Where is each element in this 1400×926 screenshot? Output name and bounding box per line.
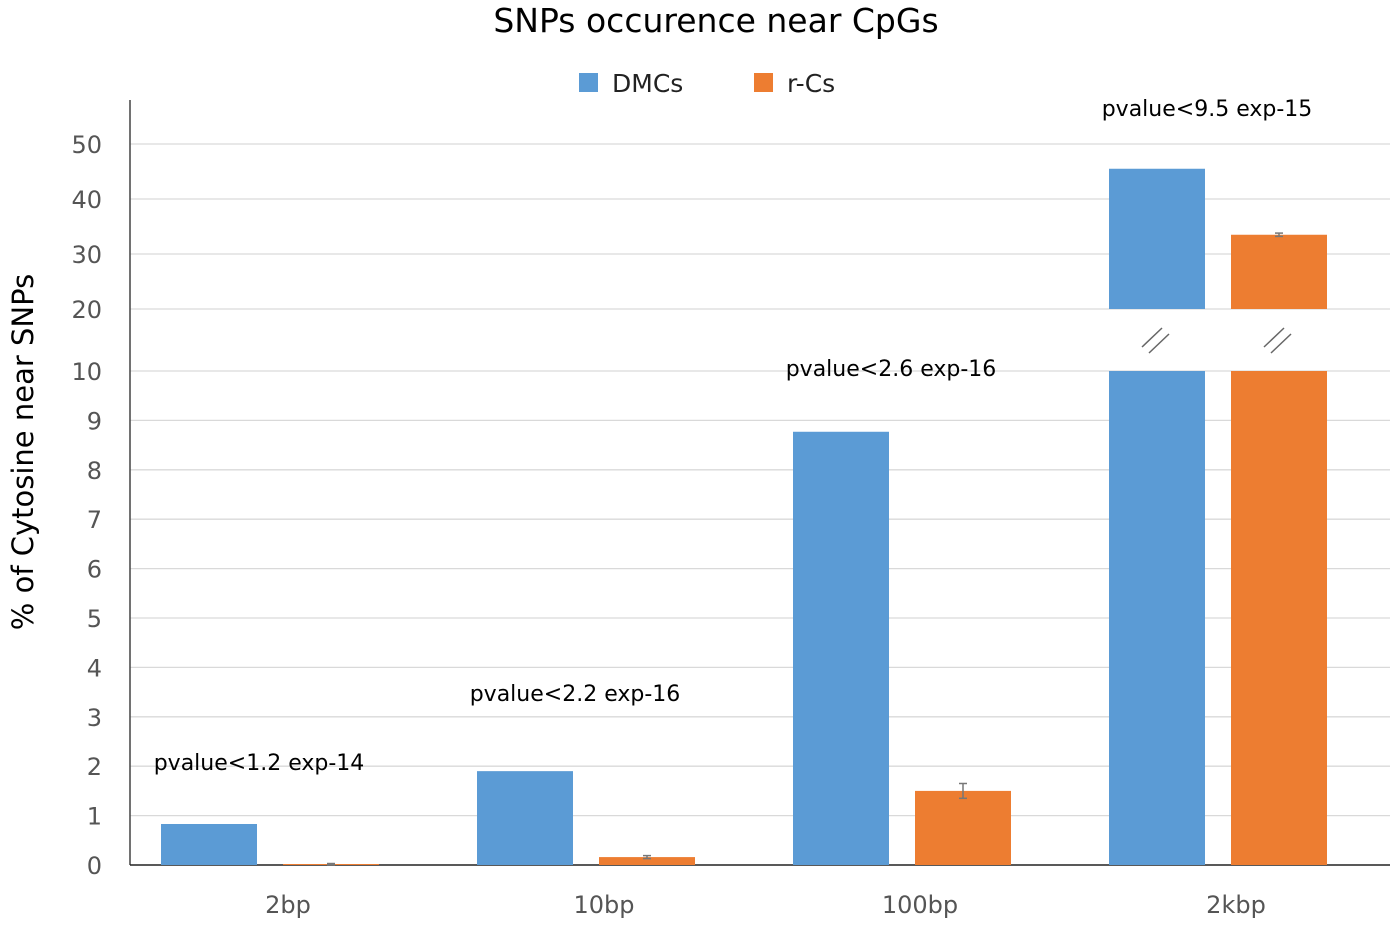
bar-dmcs-lower — [1109, 371, 1205, 865]
bar-dmcs — [161, 823, 257, 865]
bar-r-cs — [915, 790, 1011, 865]
y-tick-label: 0 — [87, 852, 102, 880]
y-tick-label: 1 — [87, 803, 102, 831]
y-tick-label: 5 — [87, 605, 102, 633]
y-tick-label: 7 — [87, 506, 102, 534]
bar-dmcs — [793, 431, 889, 865]
bar-dmcs — [477, 771, 573, 865]
x-tick-label: 2kbp — [1206, 891, 1266, 919]
y-tick-label: 30 — [71, 241, 102, 269]
y-tick-label: 10 — [71, 358, 102, 386]
x-tick-label: 10bp — [573, 891, 634, 919]
axis-break-mark — [1270, 333, 1292, 354]
axis-break-mark — [1141, 327, 1163, 348]
y-tick-label: 8 — [87, 457, 102, 485]
y-tick-label: 50 — [71, 131, 102, 159]
y-tick-label: 9 — [87, 407, 102, 435]
axis-break-mark — [1148, 333, 1170, 354]
y-axis-label: % of Cytosine near SNPs — [6, 274, 40, 630]
pvalue-annotation: pvalue<2.6 exp-16 — [786, 357, 997, 382]
legend-swatch-dmcs — [579, 73, 598, 92]
bar-r-cs-upper — [1231, 234, 1327, 309]
pvalue-annotation: pvalue<9.5 exp-15 — [1102, 97, 1313, 122]
y-tick-label: 2 — [87, 753, 102, 781]
x-tick-label: 100bp — [882, 891, 958, 919]
x-tick-label: 2bp — [265, 891, 311, 919]
y-tick-label: 40 — [71, 186, 102, 214]
axis-break-mark — [1263, 327, 1285, 348]
legend-swatch-rcs — [754, 73, 773, 92]
y-tick-label: 6 — [87, 556, 102, 584]
legend-label-dmcs: DMCs — [612, 69, 683, 98]
legend-label-rcs: r-Cs — [787, 69, 835, 98]
chart-title: SNPs occurence near CpGs — [493, 1, 938, 40]
pvalue-annotation: pvalue<2.2 exp-16 — [470, 682, 681, 707]
legend: DMCs r-Cs — [579, 69, 835, 98]
y-tick-label: 4 — [87, 654, 102, 682]
y-tick-label: 3 — [87, 704, 102, 732]
bar-dmcs-upper — [1109, 168, 1205, 309]
pvalue-annotation: pvalue<1.2 exp-14 — [154, 751, 365, 776]
bar-r-cs — [599, 857, 695, 865]
y-tick-label: 20 — [71, 296, 102, 324]
bar-r-cs-lower — [1231, 371, 1327, 865]
